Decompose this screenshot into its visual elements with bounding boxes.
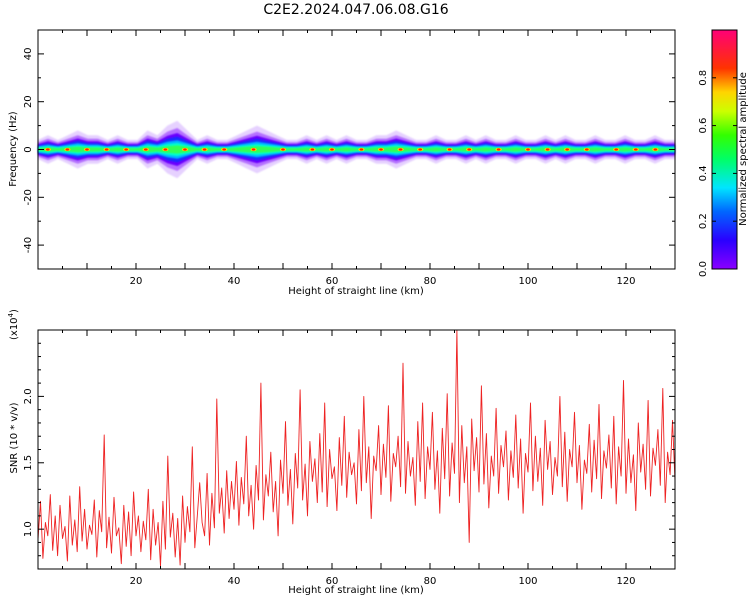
colorbar-gradient — [711, 29, 738, 270]
snr-x-tick-label: 80 — [424, 576, 437, 587]
spectrogram-y-tick-label: 0 — [23, 146, 34, 152]
spectrogram-x-tick-label: 80 — [424, 276, 437, 287]
snr-y-axis-label: SNR (10 * v/v) — [9, 402, 20, 473]
spectrogram-core-mark-peak — [330, 148, 334, 151]
spectrogram-y-axis-label: Frequency (Hz) — [8, 111, 19, 187]
spectrogram-panel: 20 40 60 80 100 120 -40 -20 0 20 40 Height of str… — [8, 29, 676, 297]
spectrogram-y-tick-label: -40 — [23, 237, 34, 253]
colorbar: 0.0 0.2 0.4 0.6 0.8 Normalized spectral ampl… — [698, 29, 749, 277]
spectrogram-core-mark-peak — [183, 148, 187, 151]
spectrogram-core-mark-peak — [222, 148, 226, 151]
spectrogram-y-tick-label: 20 — [23, 95, 34, 108]
colorbar-tick-label: 0.0 — [698, 261, 709, 277]
spectrogram-core-mark-peak — [526, 148, 530, 151]
colorbar-tick-label: 0.2 — [698, 213, 709, 229]
spectrogram-y-tick-label: -20 — [23, 189, 34, 205]
snr-x-tick-label: 40 — [228, 576, 241, 587]
spectrogram-core-mark-peak — [124, 148, 128, 151]
spectrogram-x-axis: 20 40 60 80 100 120 — [37, 30, 676, 287]
colorbar-tick-label: 0.4 — [698, 165, 709, 181]
spectrogram-band-layer — [38, 145, 675, 154]
spectrogram-core-mark-peak — [585, 148, 589, 151]
snr-series-line — [37, 329, 676, 567]
spectrogram-core-mark-peak — [447, 148, 452, 151]
colorbar-ticks: 0.0 0.2 0.4 0.6 0.8 — [698, 70, 737, 277]
spectrogram-core-mark-peak — [163, 148, 168, 151]
spectrogram-core-mark-peak — [379, 148, 383, 151]
snr-panel: 20 40 60 80 100 120 1.0 1.5 2.0 Height of strai… — [7, 309, 676, 596]
spectrogram-core-mark-peak — [634, 148, 638, 151]
spectrogram-core-mark-peak — [281, 148, 285, 151]
spectrogram-core-mark-peak — [310, 148, 315, 151]
spectrogram-core-mark-peak — [545, 148, 550, 151]
snr-y-tick-label: 1.5 — [23, 455, 34, 471]
spectrogram-core-mark-peak — [418, 148, 423, 151]
spectrogram-x-tick-label: 120 — [616, 276, 635, 287]
colorbar-tick-label: 0.8 — [698, 70, 709, 86]
spectrogram-core-mark-peak — [202, 148, 207, 151]
spectrogram-core-mark-peak — [46, 148, 50, 151]
snr-x-tick-label: 20 — [130, 576, 143, 587]
colorbar-label: Normalized spectral amplitude — [738, 72, 749, 226]
spectrogram-x-tick-label: 20 — [130, 276, 143, 287]
spectrogram-core-mark-peak — [467, 148, 472, 151]
spectrogram-x-tick-label: 60 — [326, 276, 339, 287]
spectrogram-signal-band — [38, 120, 675, 179]
spectrogram-x-axis-label: Height of straight line (km) — [288, 286, 424, 297]
spectrogram-y-tick-label: 40 — [23, 48, 34, 61]
snr-x-axis: 20 40 60 80 100 120 — [37, 330, 676, 587]
snr-x-tick-label: 120 — [616, 576, 635, 587]
snr-y-tick-label: 2.0 — [23, 388, 34, 404]
spectrogram-core-mark-peak — [359, 148, 364, 151]
spectrogram-core-mark-peak — [653, 148, 658, 151]
spectrogram-core-mark-peak — [614, 148, 618, 151]
snr-y-multiplier: (x104) — [7, 309, 20, 340]
spectrogram-core-mark-peak — [251, 148, 256, 151]
spectrogram-core-mark-peak — [65, 148, 70, 151]
colorbar-tick-label: 0.6 — [698, 118, 709, 134]
spectrogram-x-tick-label: 40 — [228, 276, 241, 287]
spectrogram-x-tick-label: 100 — [518, 276, 537, 287]
spectrogram-core-mark-peak — [85, 148, 89, 151]
spectrogram-y-axis: -40 -20 0 20 40 — [23, 29, 675, 270]
spectrogram-core-mark-peak — [565, 148, 569, 151]
spectrogram-core-mark-peak — [144, 148, 148, 151]
snr-y-tick-label: 1.0 — [23, 521, 34, 537]
snr-x-tick-label: 100 — [518, 576, 537, 587]
spectrogram-core-mark-peak — [398, 148, 403, 151]
figure-title: C2E2.2024.047.06.08.G16 — [263, 2, 448, 18]
snr-x-tick-label: 60 — [326, 576, 339, 587]
snr-y-axis: 1.0 1.5 2.0 — [23, 329, 675, 570]
spectrogram-core-mark-peak — [496, 148, 501, 151]
snr-x-axis-label: Height of straight line (km) — [288, 585, 424, 596]
spectrogram-core-mark-peak — [104, 148, 109, 151]
